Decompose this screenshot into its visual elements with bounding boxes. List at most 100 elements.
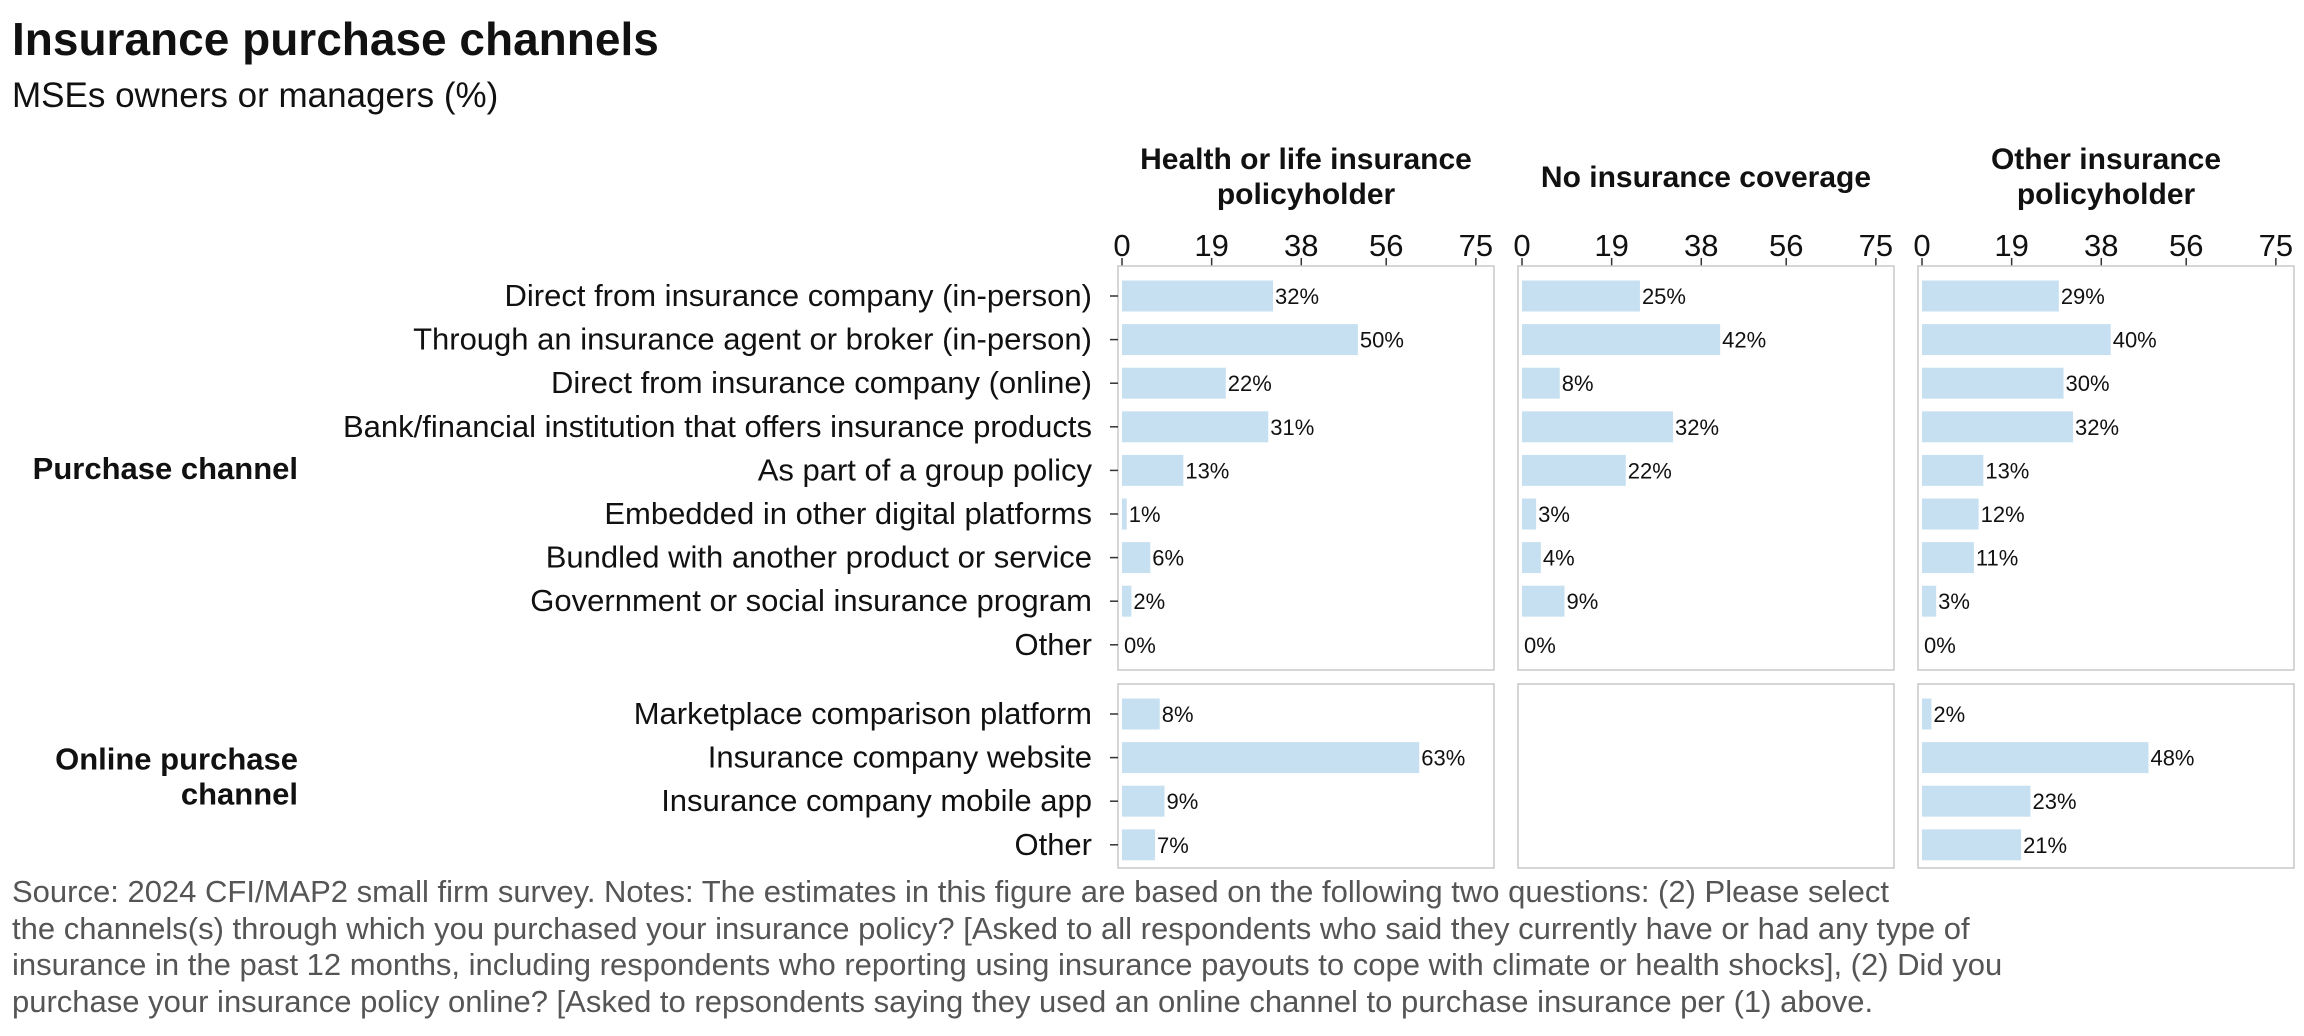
category-label: Bundled with another product or service: [546, 540, 1092, 575]
source-caption: Source: 2024 CFI/MAP2 small firm survey.…: [12, 874, 2262, 1020]
data-label: 6%: [1152, 546, 1184, 571]
data-label: 32%: [1275, 284, 1319, 309]
x-tick-label: 19: [1194, 228, 1228, 263]
category-label: Embedded in other digital platforms: [604, 496, 1092, 531]
bar: [1922, 829, 2022, 861]
data-label: 0%: [1524, 633, 1556, 658]
data-label: 32%: [1675, 415, 1719, 440]
category-label: Insurance company mobile app: [661, 783, 1092, 818]
category-label: Direct from insurance company (online): [551, 365, 1092, 400]
bar: [1522, 324, 1721, 356]
panel-title: Other insurance: [1991, 143, 2221, 176]
category-label: Marketplace comparison platform: [634, 696, 1092, 731]
data-label: 50%: [1360, 328, 1404, 353]
bar: [1922, 698, 1932, 730]
chart-subtitle: MSEs owners or managers (%): [12, 76, 499, 115]
data-label: 22%: [1228, 371, 1272, 396]
bar: [1122, 698, 1160, 730]
bar: [1922, 498, 1979, 530]
data-label: 12%: [1981, 502, 2025, 527]
data-label: 22%: [1628, 458, 1672, 483]
bar: [1922, 454, 1984, 486]
bar: [1522, 542, 1541, 574]
category-label: Bank/financial institution that offers i…: [343, 409, 1092, 444]
category-label: As part of a group policy: [758, 452, 1093, 487]
category-label: Insurance company website: [708, 740, 1092, 775]
bar: [1122, 280, 1273, 312]
data-label: 21%: [2023, 833, 2067, 858]
data-label: 7%: [1157, 833, 1189, 858]
bar: [1122, 411, 1269, 443]
data-label: 8%: [1562, 371, 1594, 396]
bar: [1122, 742, 1420, 774]
bar: [1122, 542, 1151, 574]
bar: [1522, 498, 1537, 530]
panel-background: [1117, 683, 1495, 869]
x-tick-label: 75: [1859, 228, 1893, 263]
category-label: Government or social insurance program: [530, 583, 1092, 618]
category-label: Through an insurance agent or broker (in…: [413, 322, 1092, 357]
data-label: 13%: [1985, 458, 2029, 483]
panel-title: policyholder: [2017, 178, 2196, 211]
data-label: 3%: [1938, 589, 1970, 614]
bar: [1922, 324, 2111, 356]
data-label: 29%: [2061, 284, 2105, 309]
data-label: 2%: [1133, 589, 1165, 614]
category-label: Direct from insurance company (in-person…: [505, 278, 1093, 313]
caption-line: purchase your insurance policy online? […: [12, 983, 1874, 1019]
category-label: Other: [1014, 827, 1092, 862]
data-label: 30%: [2066, 371, 2110, 396]
bar: [1522, 367, 1560, 399]
panel-title: policyholder: [1217, 178, 1396, 211]
data-label: 13%: [1185, 458, 1229, 483]
data-label: 40%: [2113, 328, 2157, 353]
x-tick-label: 19: [1994, 228, 2028, 263]
caption-line: insurance in the past 12 months, includi…: [12, 947, 2003, 982]
data-label: 9%: [1166, 789, 1198, 814]
x-tick-label: 75: [1459, 228, 1493, 263]
category-label: Other: [1014, 627, 1092, 662]
bar: [1122, 498, 1127, 530]
bar: [1122, 585, 1132, 617]
bar: [1922, 367, 2064, 399]
data-label: 1%: [1129, 502, 1161, 527]
bar: [1922, 280, 2059, 312]
chart-title: Insurance purchase channels: [12, 13, 659, 65]
x-tick-label: 0: [1513, 228, 1530, 263]
bar: [1122, 324, 1358, 356]
data-label: 25%: [1642, 284, 1686, 309]
x-tick-label: 75: [2259, 228, 2293, 263]
x-tick-label: 38: [2084, 228, 2118, 263]
group-label: Purchase channel: [33, 451, 298, 486]
bar: [1922, 742, 2149, 774]
bar: [1922, 785, 2031, 817]
data-label: 63%: [1421, 746, 1465, 771]
data-label: 11%: [1976, 546, 2018, 571]
data-label: 31%: [1270, 415, 1314, 440]
data-label: 0%: [1924, 633, 1956, 658]
data-label: 42%: [1722, 328, 1766, 353]
x-tick-label: 19: [1594, 228, 1628, 263]
x-tick-label: 38: [1684, 228, 1718, 263]
bar: [1922, 542, 1974, 574]
data-label: 8%: [1162, 702, 1194, 727]
x-tick-label: 0: [1113, 228, 1130, 263]
data-label: 3%: [1538, 502, 1570, 527]
bar: [1122, 829, 1156, 861]
group-label: channel: [181, 777, 298, 812]
x-tick-label: 56: [1769, 228, 1803, 263]
data-label: 0%: [1124, 633, 1156, 658]
bar: [1122, 454, 1184, 486]
panel-background: [1517, 683, 1895, 869]
caption-line: the channels(s) through which you purcha…: [12, 910, 1970, 946]
bar: [1522, 411, 1673, 443]
data-label: 2%: [1933, 702, 1965, 727]
bar: [1122, 785, 1165, 817]
bar: [1922, 411, 2073, 443]
group-label: Online purchase: [55, 742, 298, 777]
bar: [1122, 367, 1226, 399]
bar: [1522, 585, 1565, 617]
caption-line: Source: 2024 CFI/MAP2 small firm survey.…: [12, 874, 1889, 909]
panel-title: No insurance coverage: [1541, 161, 1871, 194]
